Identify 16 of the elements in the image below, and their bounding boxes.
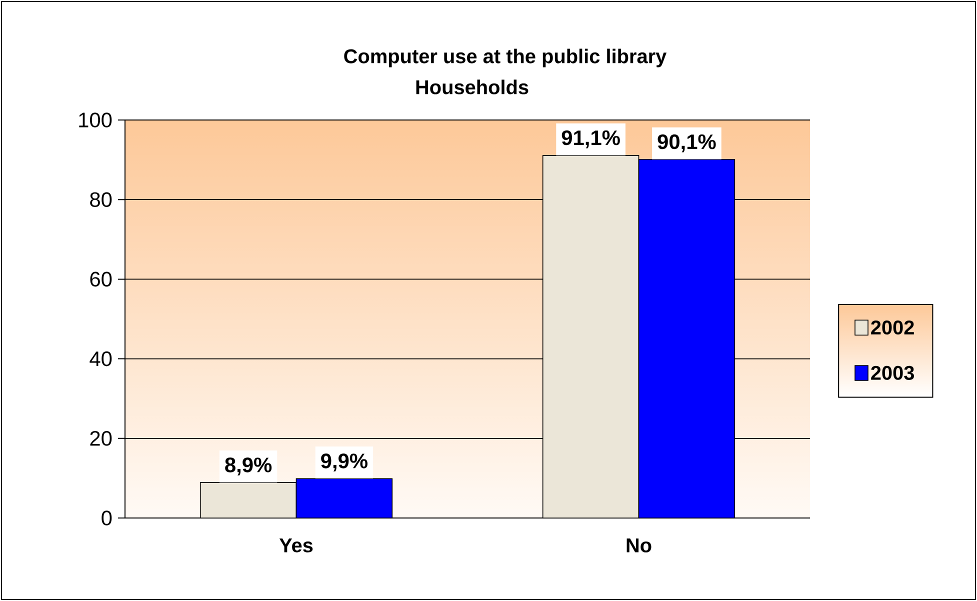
data-label: 90,1% — [658, 134, 716, 152]
legend-label: 2003 — [871, 366, 914, 380]
y-tick-label: 60 — [90, 272, 112, 287]
x-tick-label: Yes — [279, 538, 313, 552]
legend-label: 2002 — [871, 320, 914, 335]
y-tick-label: 100 — [79, 112, 112, 128]
y-tick-label: 20 — [90, 430, 112, 446]
y-tick-label: 40 — [90, 351, 112, 366]
data-label: 91,1% — [562, 130, 620, 148]
y-tick-label: 80 — [90, 192, 112, 207]
data-label: 8,9% — [225, 458, 272, 476]
chart-title: Computer use at the public library — [344, 48, 667, 68]
x-tick-label: No — [626, 538, 652, 552]
chart-subtitle: Households — [416, 80, 528, 94]
y-tick-label: 0 — [102, 510, 112, 526]
data-label: 9,9% — [321, 454, 368, 472]
